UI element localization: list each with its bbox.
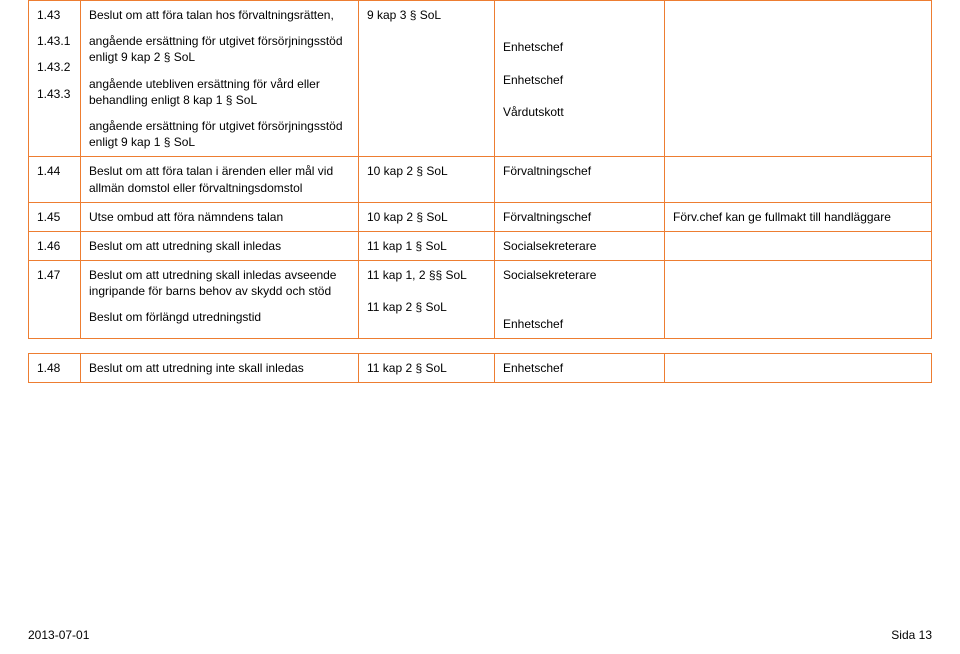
page-footer: 2013-07-01 Sida 13 <box>28 628 932 642</box>
cell-ref: 10 kap 2 § SoL <box>359 202 495 231</box>
cell-id: 1.44 <box>29 157 81 202</box>
table-row: 1.45 Utse ombud att föra nämndens talan … <box>29 202 932 231</box>
cell-id: 1.48 <box>29 353 81 382</box>
cell-desc: Beslut om att föra talan hos förvaltning… <box>81 1 359 157</box>
cell-desc: Beslut om att utredning skall inledas av… <box>81 261 359 339</box>
cell-id: 1.45 <box>29 202 81 231</box>
cell-role: Socialsekreterare <box>495 231 665 260</box>
cell-ref: 11 kap 2 § SoL <box>359 353 495 382</box>
table-row: 1.46 Beslut om att utredning skall inled… <box>29 231 932 260</box>
id-sub: 1.43.3 <box>37 86 72 102</box>
cell-note <box>665 353 932 382</box>
role-main: Socialsekreterare <box>503 267 656 283</box>
secondary-table: 1.48 Beslut om att utredning inte skall … <box>28 353 932 383</box>
cell-ref: 11 kap 1, 2 §§ SoL 11 kap 2 § SoL <box>359 261 495 339</box>
id-sub: 1.43.2 <box>37 59 72 75</box>
role-sub: Vårdutskott <box>503 104 656 120</box>
ref-main: 11 kap 1, 2 §§ SoL <box>367 267 486 283</box>
main-table: 1.43 1.43.1 1.43.2 1.43.3 Beslut om att … <box>28 0 932 339</box>
cell-desc: Beslut om att föra talan i ärenden eller… <box>81 157 359 202</box>
cell-desc: Beslut om att utredning inte skall inled… <box>81 353 359 382</box>
table-row: 1.44 Beslut om att föra talan i ärenden … <box>29 157 932 202</box>
cell-role: Enhetschef Enhetschef Vårdutskott <box>495 1 665 157</box>
table-row: 1.48 Beslut om att utredning inte skall … <box>29 353 932 382</box>
desc-sub: angående ersättning för utgivet försörjn… <box>89 118 350 150</box>
desc-sub: angående ersättning för utgivet försörjn… <box>89 33 350 65</box>
cell-id: 1.46 <box>29 231 81 260</box>
cell-role: Förvaltningschef <box>495 202 665 231</box>
cell-ref: 10 kap 2 § SoL <box>359 157 495 202</box>
role-sub: Enhetschef <box>503 72 656 88</box>
desc-main: Beslut om att utredning skall inledas av… <box>89 267 350 299</box>
cell-note <box>665 231 932 260</box>
desc-extra: Beslut om förlängd utredningstid <box>89 309 350 325</box>
cell-role: Socialsekreterare Enhetschef <box>495 261 665 339</box>
table-row: 1.43 1.43.1 1.43.2 1.43.3 Beslut om att … <box>29 1 932 157</box>
cell-note <box>665 1 932 157</box>
cell-id: 1.47 <box>29 261 81 339</box>
footer-date: 2013-07-01 <box>28 628 89 642</box>
cell-note <box>665 157 932 202</box>
id-sub: 1.43.1 <box>37 33 72 49</box>
table-row: 1.47 Beslut om att utredning skall inled… <box>29 261 932 339</box>
cell-note <box>665 261 932 339</box>
desc-main: Beslut om att föra talan hos förvaltning… <box>89 7 350 23</box>
cell-desc: Utse ombud att föra nämndens talan <box>81 202 359 231</box>
desc-sub: angående utebliven ersättning för vård e… <box>89 76 350 108</box>
footer-page: Sida 13 <box>891 628 932 642</box>
cell-role: Förvaltningschef <box>495 157 665 202</box>
cell-role: Enhetschef <box>495 353 665 382</box>
cell-ref: 9 kap 3 § SoL <box>359 1 495 157</box>
cell-id: 1.43 1.43.1 1.43.2 1.43.3 <box>29 1 81 157</box>
role-extra: Enhetschef <box>503 316 656 332</box>
cell-desc: Beslut om att utredning skall inledas <box>81 231 359 260</box>
id-main: 1.43 <box>37 7 72 23</box>
role-sub: Enhetschef <box>503 39 656 55</box>
ref-extra: 11 kap 2 § SoL <box>367 299 486 315</box>
cell-ref: 11 kap 1 § SoL <box>359 231 495 260</box>
cell-note: Förv.chef kan ge fullmakt till handlägga… <box>665 202 932 231</box>
ref-main: 9 kap 3 § SoL <box>367 7 486 23</box>
